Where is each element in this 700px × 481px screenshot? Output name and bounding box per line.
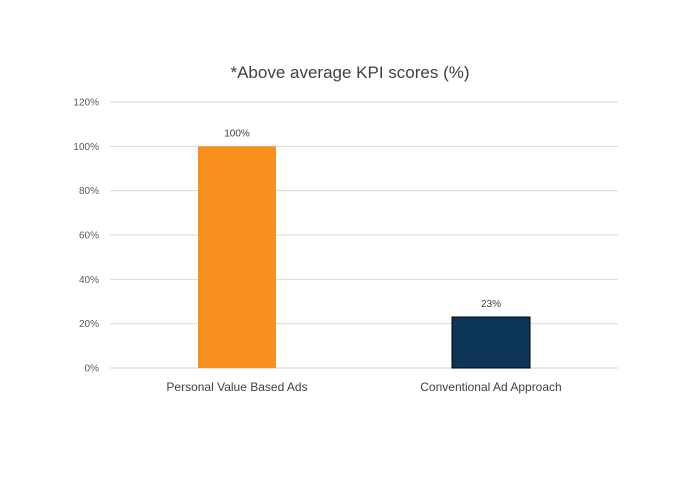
chart-title: *Above average KPI scores (%) [230, 63, 470, 82]
x-category-label: Conventional Ad Approach [420, 380, 561, 394]
data-labels: 100% 23% [224, 128, 501, 310]
x-category-label: Personal Value Based Ads [166, 380, 307, 394]
y-axis-ticks: 0% 20% 40% 60% 80% 100% 120% [73, 98, 99, 375]
y-tick-label: 100% [73, 142, 99, 153]
y-tick-label: 0% [85, 364, 100, 375]
bar [451, 316, 531, 369]
data-label: 23% [481, 299, 501, 310]
x-axis-categories: Personal Value Based Ads Conventional Ad … [166, 380, 561, 394]
y-tick-label: 80% [79, 186, 99, 197]
y-tick-label: 60% [79, 231, 99, 242]
gridlines [110, 101, 618, 369]
bar [198, 146, 276, 368]
data-label: 100% [224, 128, 250, 139]
y-tick-label: 40% [79, 275, 99, 286]
y-tick-label: 20% [79, 319, 99, 330]
y-tick-label: 120% [73, 98, 99, 109]
bars [198, 146, 531, 369]
